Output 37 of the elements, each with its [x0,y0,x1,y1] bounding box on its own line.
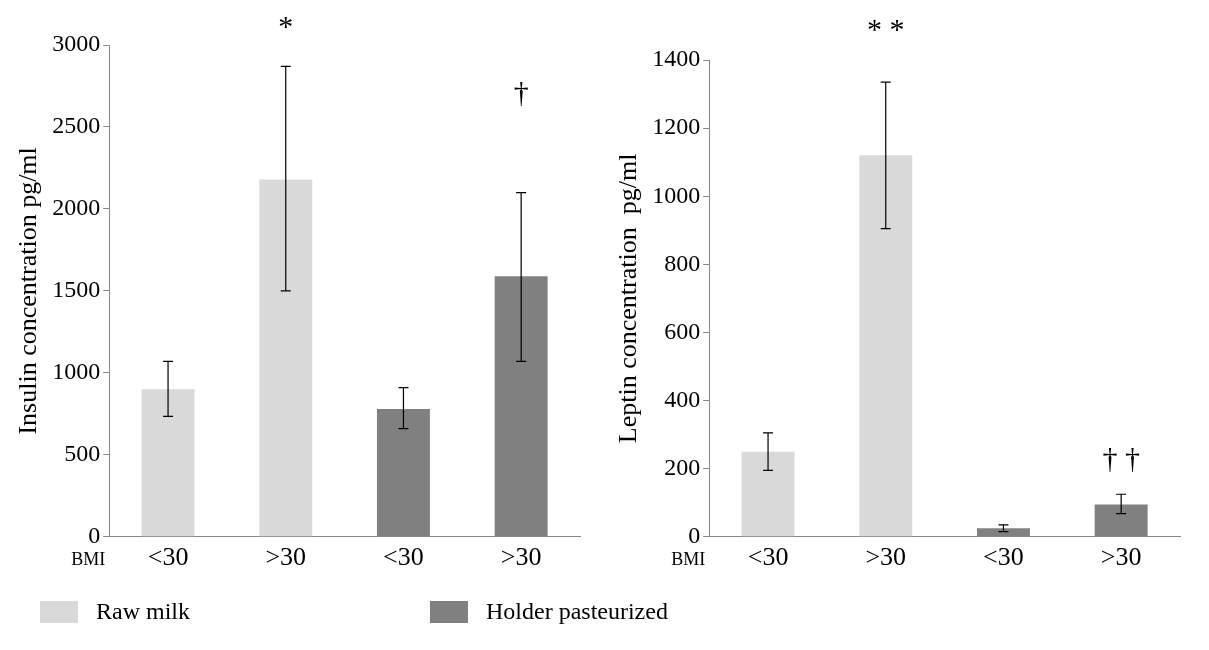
y-tick-label: 800 [664,249,701,276]
x-tick-label: >30 [865,542,907,572]
y-tick-label: 0 [688,522,701,549]
y-tick-label: 0 [88,522,101,549]
y-axis-title: Leptin concentration pg/ml [613,153,643,444]
text: * [278,8,294,42]
legend-label: Holder pasteurized [486,598,668,625]
y-tick-label: 1500 [52,276,101,303]
y-tick-label: 2000 [52,194,101,221]
y-tick-label: 600 [664,317,701,344]
y-tick-label: 200 [664,453,701,480]
x-tick-label: >30 [265,542,307,572]
y-tick-label: 3000 [52,30,101,57]
text: * * [867,12,905,46]
x-tick-label: >30 [500,542,542,572]
x-tick-label: <30 [983,542,1024,572]
y-tick-label: 2500 [52,112,101,139]
x-tick-label: >30 [1100,542,1142,572]
y-tick-label: 500 [64,440,101,467]
bar [141,389,195,537]
annotation: † [513,75,529,109]
y-tick-label: 400 [664,385,701,412]
x-axis-title: BMI [671,549,706,570]
x-axis-title: BMI [71,549,106,570]
y-tick-label: 1400 [652,45,701,72]
y-tick-label: 1200 [652,113,701,140]
bar [859,155,913,537]
x-tick-label: <30 [147,542,189,572]
x-tick-label: <30 [383,542,424,572]
bar [741,451,795,537]
y-tick-label: 1000 [52,358,101,385]
y-tick-label: 1000 [652,181,701,208]
bar [259,179,313,537]
x-tick-label: <30 [747,542,789,572]
legend-label: Raw milk [96,598,190,625]
y-axis-title: Insulin concentration pg/ml [13,147,43,435]
annotation: † † [1102,441,1140,475]
